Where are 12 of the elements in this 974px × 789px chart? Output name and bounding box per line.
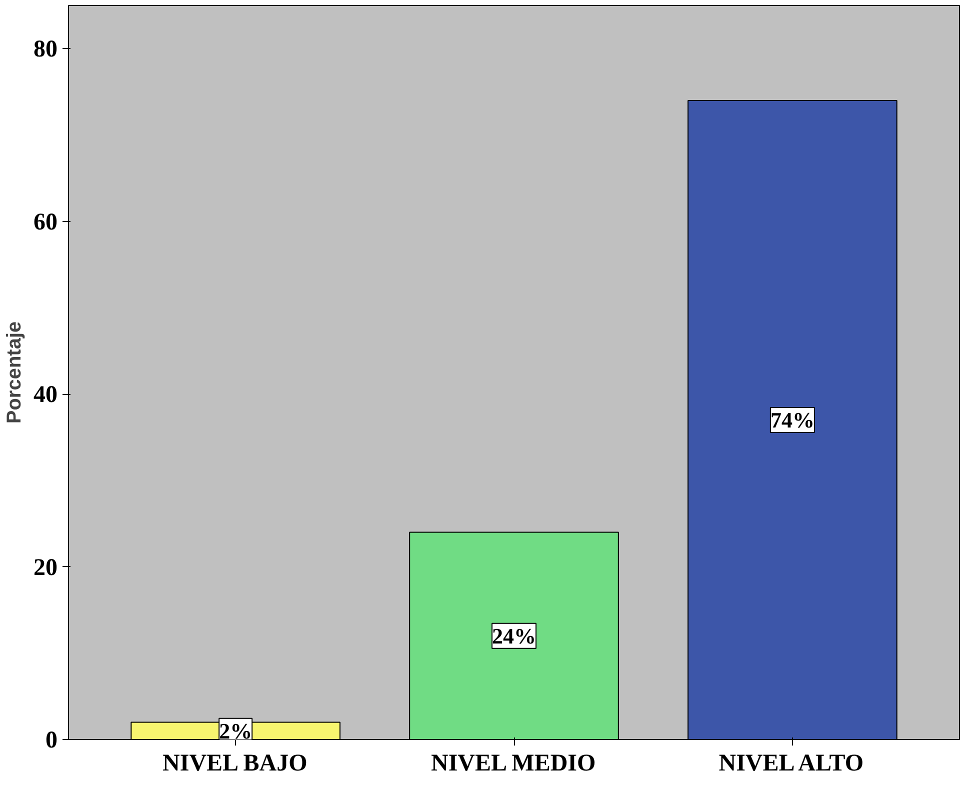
data-label: 24% <box>492 623 536 648</box>
y-axis-title: Porcentaje <box>4 321 26 424</box>
x-tick-label: NIVEL MEDIO <box>430 750 596 776</box>
x-tick-label: NIVEL BAJO <box>162 750 308 776</box>
y-tick-label: 40 <box>34 382 58 408</box>
y-tick-label: 0 <box>46 728 58 754</box>
x-tick-label: NIVEL ALTO <box>718 750 864 776</box>
data-label: 2% <box>219 718 252 744</box>
y-tick-label: 80 <box>34 36 58 63</box>
y-tick-label: 60 <box>34 209 58 236</box>
y-tick-label: 20 <box>34 554 58 581</box>
data-label: 74% <box>770 407 814 432</box>
